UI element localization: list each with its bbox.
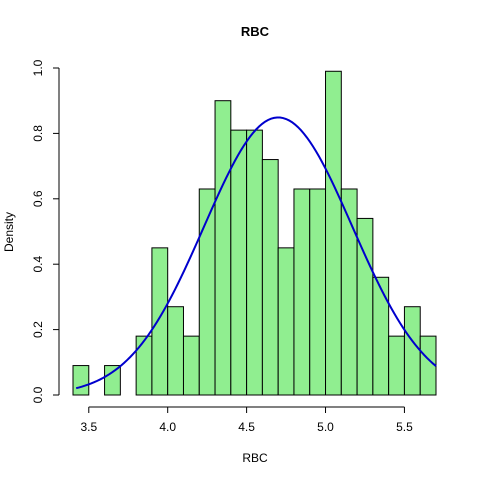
x-tick-label-0: 3.5 (80, 420, 97, 434)
y-tick-label-2: 0.4 (31, 256, 45, 273)
density-curve-layer (75, 116, 437, 390)
histogram-bar-5 (151, 247, 169, 396)
bars-layer (72, 70, 437, 396)
x-tick-label-4: 5.5 (396, 420, 413, 434)
histogram-bar-7 (182, 335, 200, 396)
y-tick-label-1: 0.2 (31, 321, 45, 338)
histogram-bar-6 (167, 306, 184, 396)
histogram-bar-0 (72, 365, 90, 396)
histogram-bar-22 (419, 335, 437, 396)
histogram-bar-2 (104, 365, 121, 396)
histogram-bar-11 (246, 129, 263, 396)
y-tick-label-0: 0.0 (31, 386, 45, 403)
x-tick-label-1: 4.0 (159, 420, 176, 434)
y-tick-label-5: 1.0 (31, 59, 45, 76)
histogram-bar-20 (388, 335, 405, 396)
x-tick-label-3: 5.0 (317, 420, 334, 434)
x-tick-label-2: 4.5 (238, 420, 255, 434)
histogram-bar-13 (277, 247, 295, 396)
histogram-bar-21 (403, 306, 421, 396)
histogram-bar-15 (309, 188, 327, 396)
y-axis-label: Density (2, 212, 16, 252)
histogram-bar-4 (135, 335, 153, 396)
histogram-bar-12 (261, 159, 279, 396)
chart-title: RBC (241, 24, 270, 39)
x-axis-label: RBC (242, 451, 268, 465)
y-tick-label-3: 0.6 (31, 190, 45, 207)
histogram-bar-10 (230, 129, 248, 396)
histogram-bar-16 (325, 70, 342, 396)
x-axis: 3.5 4.0 4.5 5.0 5.5 (80, 406, 413, 434)
y-tick-label-4: 0.8 (31, 125, 45, 142)
histogram-bar-19 (372, 276, 390, 396)
histogram-bar-9 (214, 100, 232, 396)
y-axis: 0.0 0.2 0.4 0.6 0.8 1.0 (31, 59, 60, 403)
density-curve-line (75, 116, 437, 390)
histogram-bar-14 (293, 188, 311, 396)
